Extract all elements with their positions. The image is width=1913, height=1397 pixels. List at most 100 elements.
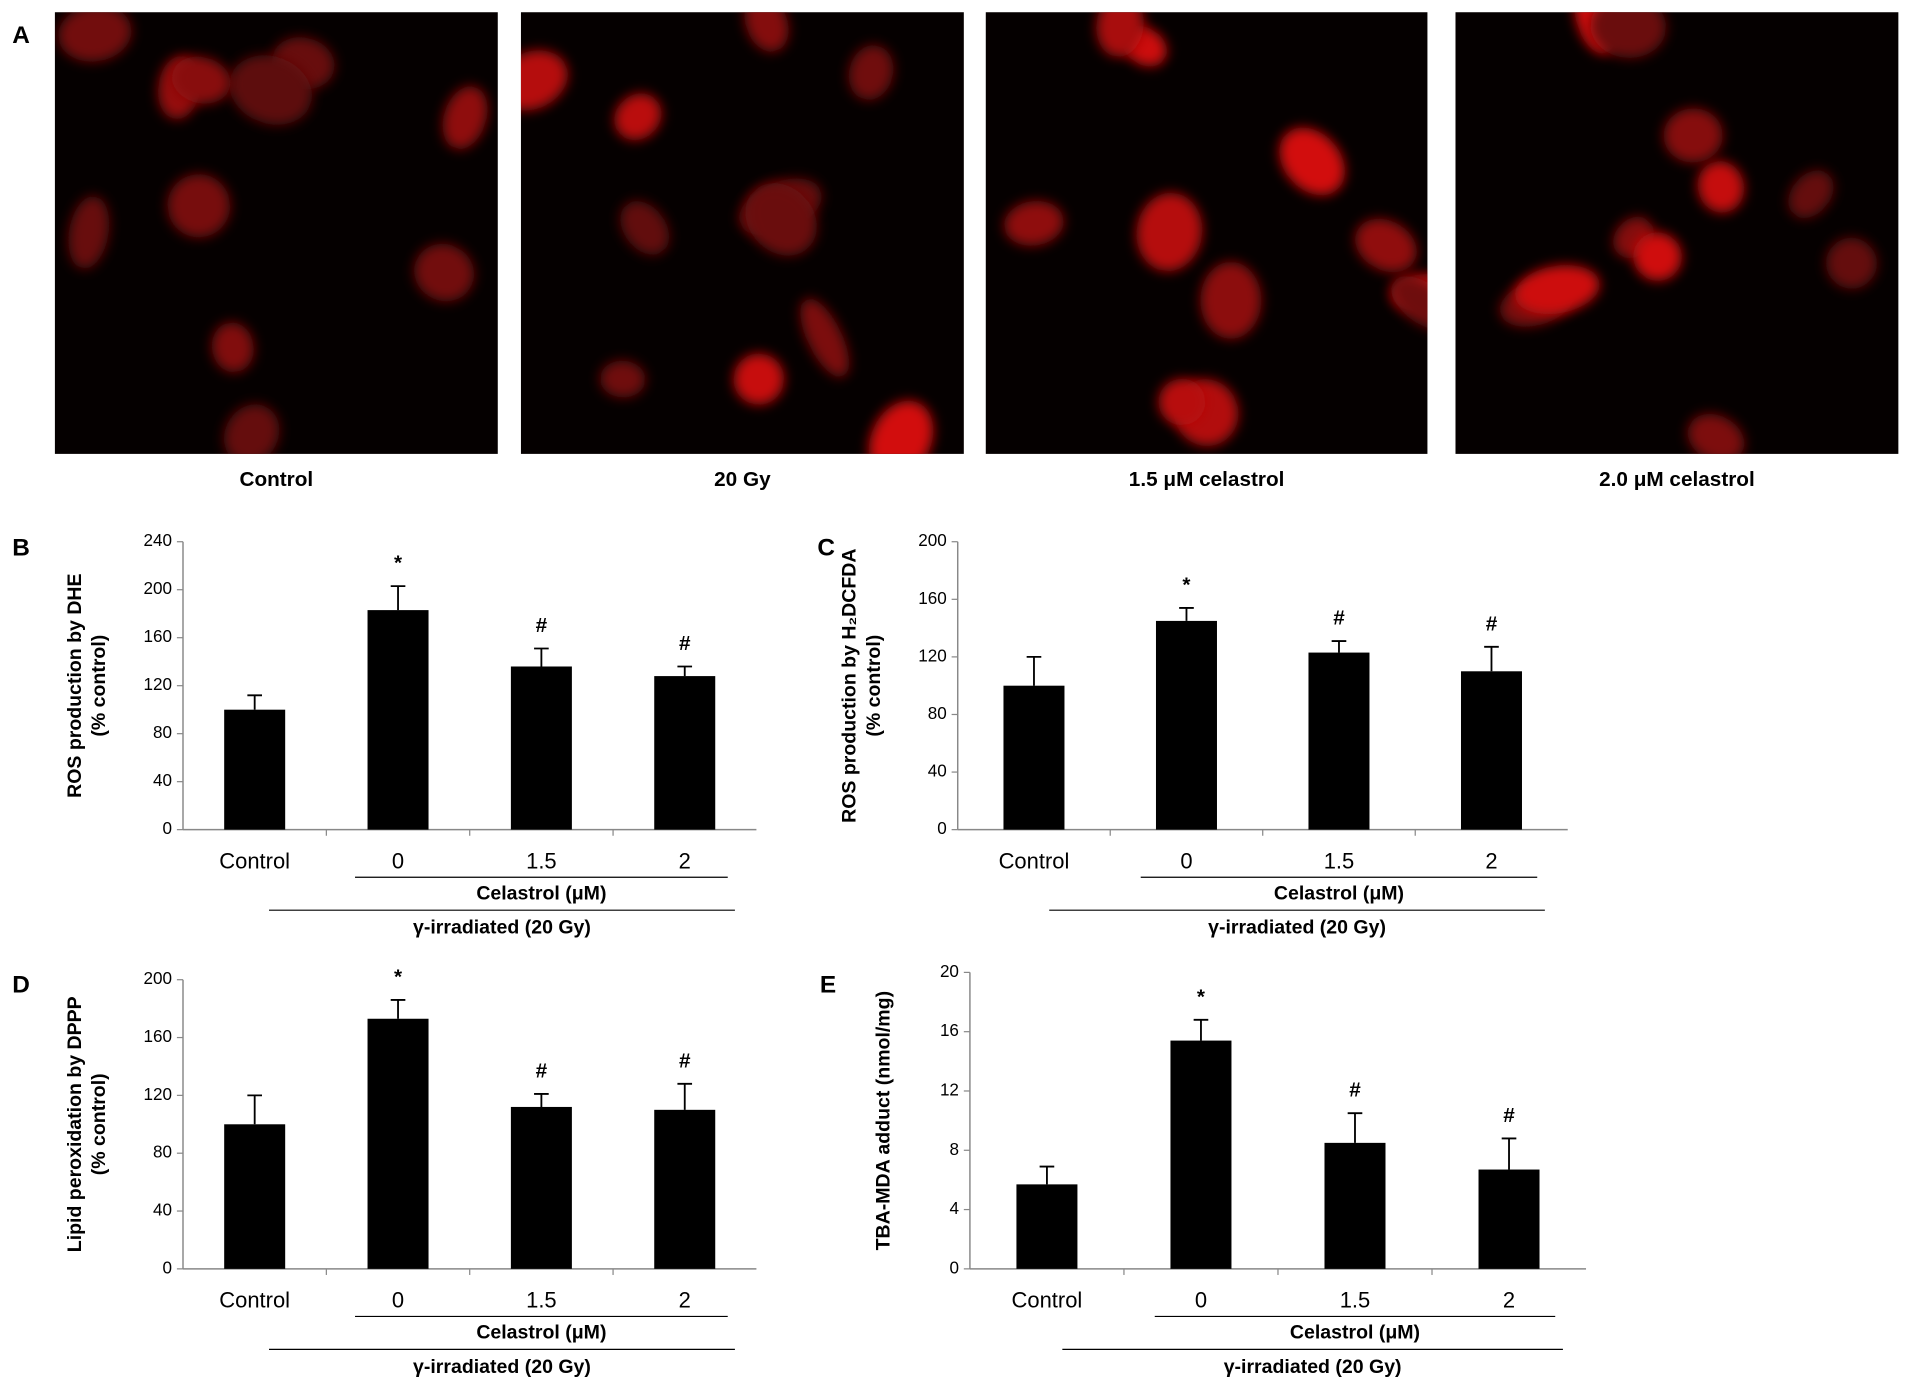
y-tick-label: 120 [918,646,947,665]
y-tick-label: 0 [949,1258,959,1277]
error-bar [1501,1137,1517,1170]
error-bar [534,647,549,667]
cell [744,12,789,52]
error-bar [1193,1018,1209,1041]
image-background [1455,12,1899,454]
cell [223,404,280,454]
error-bar [1331,640,1347,653]
x-tick-label: 2 [1485,848,1497,873]
subgroup-label: Celastrol (μM) [1290,1322,1420,1344]
group-label: γ-irradiated (20 Gy) [1208,917,1386,939]
group-label: γ-irradiated (20 Gy) [1224,1356,1402,1378]
significance-mark: # [1349,1079,1361,1102]
significance-mark: # [1333,607,1345,630]
cell [58,12,132,62]
x-tick-label: 1.5 [1340,1288,1371,1313]
cells [520,12,934,454]
cell [1697,161,1745,213]
x-tick-label: 2 [1503,1288,1515,1313]
y-tick-label: 0 [937,819,947,838]
panel-label: D [12,971,30,998]
cell [520,50,568,111]
cell [229,55,313,125]
cell [1663,108,1723,163]
bar [1155,620,1217,830]
bar [1460,671,1522,830]
y-tick-label: 16 [940,1021,959,1040]
error-bar [1347,1112,1363,1143]
x-tick-label: Control [219,1288,290,1313]
bar [367,610,429,830]
significance-mark: * [394,965,403,988]
cell [167,174,231,238]
x-tick-label: Control [219,848,290,873]
y-tick-label: 80 [153,723,172,742]
y-tick-label: 40 [153,1201,172,1220]
cell [1514,265,1600,314]
y-tick-label: 0 [163,819,173,838]
cell [1158,378,1206,426]
image-label: 1.5 μM celastrol [1129,468,1285,491]
cell [1004,200,1064,246]
cell [614,93,662,140]
y-tick-label: 80 [153,1143,172,1162]
cells [1499,12,1877,454]
x-tick-label: 1.5 [526,1288,557,1313]
y-axis-unit: (% control) [863,635,885,737]
x-tick-label: 0 [392,1288,404,1313]
subgroup-label: Celastrol (μM) [476,882,606,904]
x-tick-label: 0 [1195,1288,1207,1313]
significance-mark: * [1197,985,1206,1008]
error-bar [1039,1165,1055,1185]
y-tick-label: 4 [949,1199,959,1218]
significance-mark: # [1503,1104,1515,1127]
cells [58,12,488,454]
significance-mark: * [1182,573,1191,596]
cell [1355,218,1417,273]
bar [224,1124,286,1269]
y-tick-label: 80 [928,704,947,723]
error-bar [677,1082,693,1110]
cell [869,400,934,454]
x-tick-label: 2 [679,1288,691,1313]
subgroup-label: Celastrol (μM) [476,1322,606,1344]
y-axis-unit: (% control) [88,1073,110,1175]
y-axis-label: Lipid peroxidation by DPPP [64,996,86,1252]
bar [1170,1040,1232,1269]
cell [848,45,894,100]
cell [1096,12,1144,57]
bar [1016,1184,1078,1269]
y-tick-label: 200 [144,969,172,988]
panel-label: C [817,535,835,562]
micrograph [54,12,498,454]
cell [171,56,231,104]
error-bar [1484,645,1499,672]
cell [1826,237,1877,289]
y-tick-label: 160 [918,589,947,608]
bar [510,1106,572,1269]
bar [1478,1169,1540,1269]
cell [1279,127,1345,196]
subgroup-label: Celastrol (μM) [1274,882,1404,904]
y-tick-label: 160 [144,627,172,646]
image-label: 20 Gy [714,468,771,491]
x-tick-label: Control [1012,1288,1083,1313]
bar [1324,1142,1386,1269]
cell [1200,261,1262,339]
y-axis-label: ROS production by H₂DCFDA [839,549,861,823]
y-tick-label: 200 [918,531,947,550]
group-label: γ-irradiated (20 Gy) [413,1356,591,1378]
cell [68,196,110,269]
y-axis-label: TBA-MDA adduct (nmol/mg) [873,991,895,1250]
bar [654,676,716,830]
y-tick-label: 20 [940,962,959,981]
image-label: Control [239,468,313,491]
cell [1788,170,1834,219]
bar [367,1018,429,1269]
y-tick-label: 40 [928,762,947,781]
cells [1004,12,1428,446]
panel-label: B [12,535,30,562]
significance-mark: # [679,632,691,655]
y-tick-label: 0 [163,1258,173,1277]
cell [1136,192,1203,272]
